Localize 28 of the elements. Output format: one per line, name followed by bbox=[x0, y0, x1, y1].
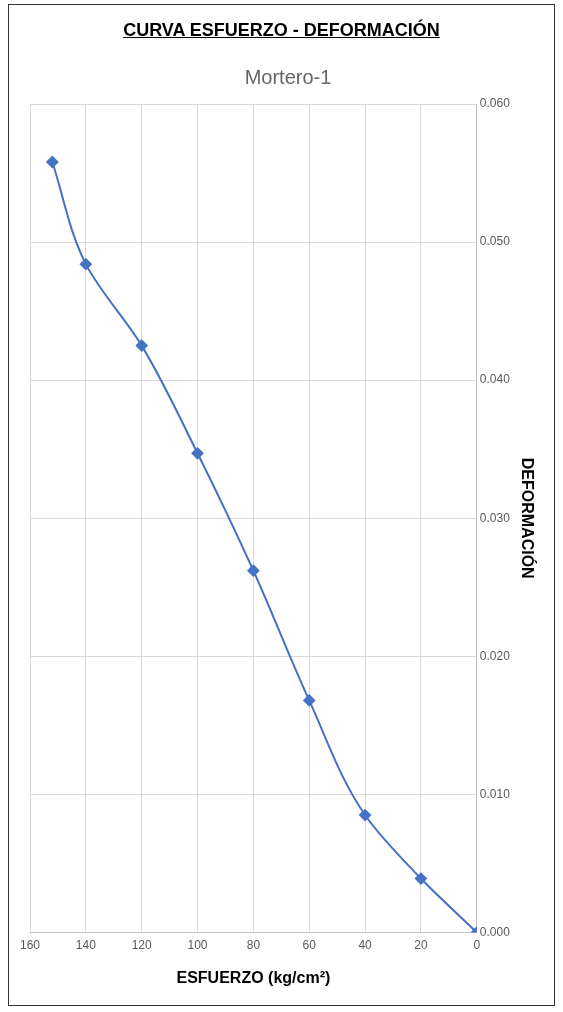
x-tick-label: 120 bbox=[131, 937, 153, 952]
x-tick-label: 100 bbox=[187, 937, 208, 952]
x-tick-label: 160 bbox=[19, 937, 41, 952]
point bbox=[247, 564, 260, 577]
y-tick-label: 0.040 bbox=[479, 372, 511, 387]
x-axis-title: ESFUERZO (kg/cm²) bbox=[176, 968, 331, 986]
x-tick-label: 80 bbox=[246, 937, 261, 952]
point bbox=[359, 809, 372, 822]
point bbox=[414, 872, 427, 885]
y-tick-label: 0.060 bbox=[479, 96, 511, 111]
x-tick-label: 0 bbox=[473, 937, 481, 952]
y-tick-label: 0.000 bbox=[479, 924, 511, 939]
point bbox=[191, 447, 204, 460]
x-tick-label: 20 bbox=[414, 937, 428, 952]
y-axis-title: DEFORMACIÓN bbox=[518, 457, 537, 579]
y-tick-label: 0.010 bbox=[479, 786, 511, 801]
point bbox=[46, 155, 59, 168]
x-tick-label: 40 bbox=[358, 937, 373, 952]
x-tick-label: 60 bbox=[302, 937, 317, 952]
y-tick-label: 0.030 bbox=[479, 510, 511, 525]
y-tick-label: 0.020 bbox=[479, 648, 511, 663]
x-tick-label: 140 bbox=[75, 937, 97, 952]
point bbox=[79, 258, 92, 271]
point bbox=[135, 339, 148, 352]
y-tick-label: 0.050 bbox=[479, 234, 511, 249]
chart-title: CURVA ESFUERZO - DEFORMACIÓN bbox=[122, 20, 441, 41]
point bbox=[303, 694, 316, 707]
chart-subtitle: Mortero-1 bbox=[244, 65, 332, 88]
